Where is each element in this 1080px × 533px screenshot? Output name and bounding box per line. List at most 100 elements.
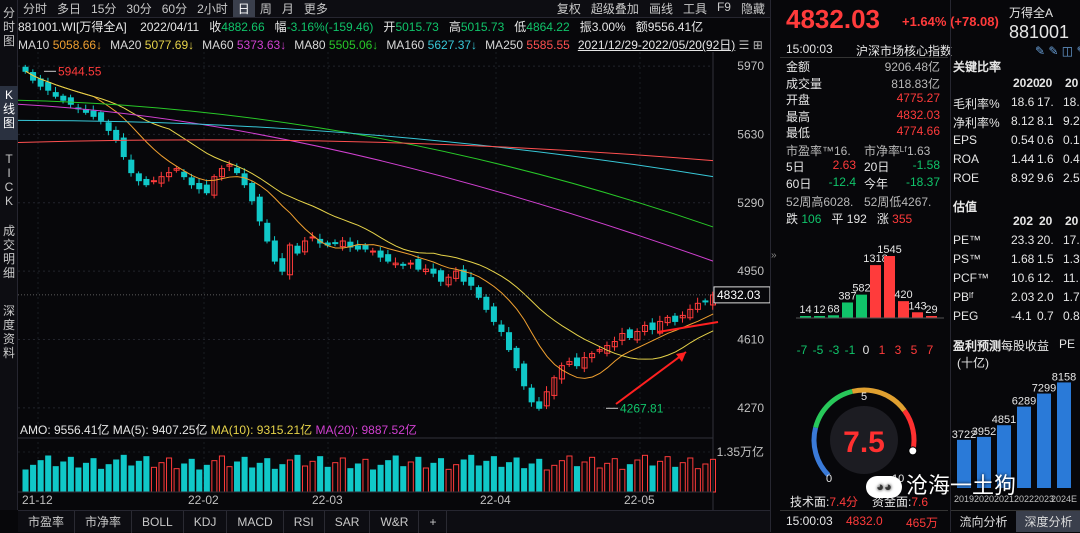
range-icons[interactable]: ☰ ⊞ [735,38,763,52]
tool-3[interactable]: 工具 [682,2,707,16]
tab-8[interactable]: 月 [281,2,294,16]
candle [528,387,535,403]
tab-4[interactable]: 60分 [161,2,188,16]
volume-legend: AMO: 9556.41亿 MA(5): 9407.25亿 MA(10): 93… [20,422,417,437]
candle [687,308,694,319]
volume-bar [317,456,324,493]
volume-bar [90,458,97,493]
indicator-tab-7[interactable]: W&R [370,510,420,533]
leftnav-item-1[interactable]: K 线 图 [0,86,18,140]
row-value: 12. [1037,271,1054,285]
candle [166,172,173,178]
ma60-line [18,103,714,262]
leftnav-item-4[interactable]: 深 度 资 料 [2,304,15,360]
table-row: PE™ 23.3 20. 17. [953,233,1080,252]
ma80-line [18,99,714,228]
tool-0[interactable]: 复权 [556,2,581,16]
candle [460,269,467,282]
tab-7[interactable]: 周 [259,2,272,16]
up-down-count: 跌 106 平 192 涨 355 [786,212,913,226]
indicator-tab-3[interactable]: KDJ [184,510,228,533]
volume-bar [521,468,528,493]
dist-label: 420 [894,289,912,301]
candle [664,316,671,324]
table-row: PEG -4.1 0.7 0.8 [953,309,1080,328]
volume-bar [392,455,399,493]
panel-icons[interactable]: ✎ ✎ ◫ ✎ [1035,44,1080,58]
tool-4[interactable]: F9 [716,0,731,14]
dist-x-label: 0 [863,343,870,357]
indicator-tab-5[interactable]: RSI [284,510,325,533]
indicator-tab-6[interactable]: SAR [325,510,371,533]
leftnav-item-0[interactable]: 分 时 图 [2,6,15,48]
candle [271,240,278,262]
candle [558,365,565,380]
analysis-tab-0[interactable]: 流向分析 [959,515,1008,529]
ma-ma60: MA60 5373.63↓ [202,38,287,52]
leftnav-item-2[interactable]: T I C K [4,152,14,208]
indicator-tab-1[interactable]: 市净率 [75,510,133,533]
gauge-needle [908,446,918,456]
tab-0[interactable]: 分时 [23,2,48,16]
volume-bar [536,458,543,493]
row-value: 20. [1037,233,1054,247]
kline-chart[interactable]: 5970 5630 5290 4950 4610 4270 4832.03 5944.55 42… [18,52,770,510]
volume-bar [82,462,89,493]
tab-2[interactable]: 15分 [91,2,117,16]
indicator-tab-0[interactable]: 市盈率 [18,510,76,533]
volume-bar [370,469,377,493]
candle [626,329,633,339]
candle [362,244,369,250]
tech-score: 技术面:7.4分 [790,495,859,509]
candle [566,361,573,365]
leftnav-item-3[interactable]: 成 交 明 细 [2,224,15,280]
tool-1[interactable]: 超级叠加 [590,2,639,16]
eps-label: 4851 [992,414,1016,426]
indicator-tab-8[interactable]: + [419,510,448,533]
x-tick: 22-03 [312,493,343,507]
row-value: 23.3 [1011,233,1035,247]
row-label: PCF™ [953,271,989,285]
amount-value: 9556.41亿 [647,20,704,34]
volume-bar [30,464,37,493]
y-tick: 4610 [737,333,764,347]
volume-bar [347,468,354,493]
indicator-tab-2[interactable]: BOLL [132,510,184,533]
tab-6[interactable]: 日 [232,0,255,17]
candle [437,270,445,282]
candle [120,137,127,158]
volume-bar [264,458,271,493]
tool-5[interactable]: 隐藏 [740,2,765,16]
tool-2[interactable]: 画线 [648,2,673,16]
collapse-handle[interactable]: » [771,250,777,261]
dist-x-label: -3 [829,343,840,357]
row-value: 0.6 [1037,133,1054,147]
table-year: 2020 [1013,76,1040,90]
tab-5[interactable]: 2小时 [197,2,228,16]
candle [649,322,656,330]
analysis-tab-1[interactable]: 深度分析 [1016,511,1080,532]
candle [634,330,641,341]
volume-bar [52,466,59,493]
row-value: 1.5 [1037,252,1054,266]
quote-date: 2022/04/11 [140,20,200,34]
eps-bar [1017,406,1031,488]
volume-bar [279,464,286,493]
candle [475,287,482,298]
candle [370,250,377,253]
tab-3[interactable]: 30分 [126,2,152,16]
dist-bar [926,316,937,318]
candle [611,341,618,348]
row-label: ROA [953,152,980,166]
dist-bar [884,256,895,318]
y-tick: 5970 [737,59,764,73]
gauge-value: 7.5 [843,426,885,459]
volume-bar [573,466,581,493]
indicator-tab-4[interactable]: MACD [227,510,284,533]
candle [339,240,346,248]
tab-9[interactable]: 更多 [303,2,328,16]
tab-1[interactable]: 多日 [57,2,82,16]
range-text[interactable]: 2021/12/29-2022/05/20(92日) [577,38,736,52]
y-tick: 4270 [737,401,764,415]
